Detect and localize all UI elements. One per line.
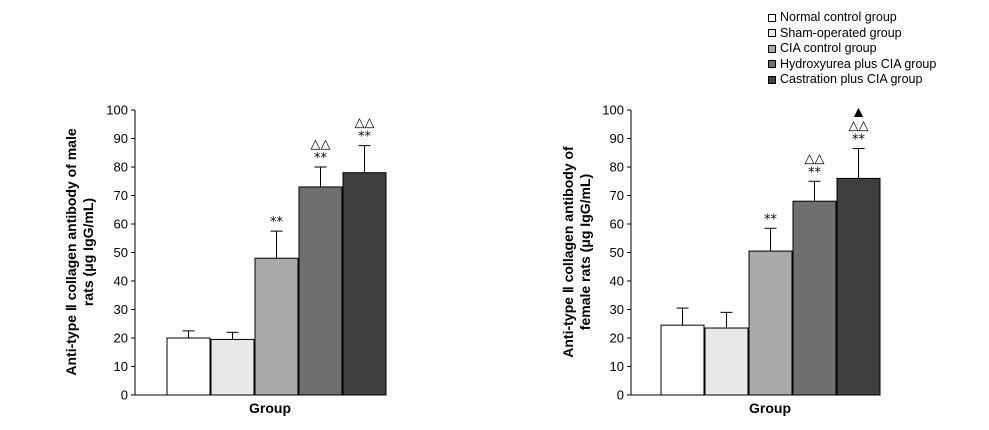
y-tick-label: 70 xyxy=(610,188,624,203)
y-tick-label: 0 xyxy=(121,388,128,403)
y-axis-label-line1: Anti-type Ⅱ collagen antibody of male xyxy=(63,128,79,375)
bar xyxy=(792,200,837,396)
significance-label: △△ xyxy=(355,116,375,131)
y-tick-label: 50 xyxy=(114,245,128,260)
chart-1: 0 10 20 30 40 50 60 70 80 90 100 Anti-type Ⅱ collag… xyxy=(63,103,387,416)
y-tick-label: 100 xyxy=(602,103,624,118)
bar xyxy=(254,257,299,396)
bar xyxy=(836,177,881,396)
bar xyxy=(166,337,211,396)
y-tick-label: 30 xyxy=(610,302,624,317)
y-tick-label: 10 xyxy=(114,359,128,374)
legend-label: Normal control group xyxy=(780,10,897,24)
legend-item: Normal control group xyxy=(768,10,936,26)
y-tick-label: 90 xyxy=(114,131,128,146)
legend: Normal control group Sham-operated group… xyxy=(768,10,936,88)
significance-label: △△ xyxy=(849,118,869,133)
y-tick-label: 0 xyxy=(617,388,624,403)
y-tick-label: 40 xyxy=(610,274,624,289)
x-axis-label: Group xyxy=(749,400,791,416)
significance-label: ** xyxy=(764,212,778,227)
legend-swatch xyxy=(768,75,776,84)
y-tick-label: 80 xyxy=(610,160,624,175)
legend-label: Castration plus CIA group xyxy=(780,72,923,86)
y-tick-label: 60 xyxy=(114,217,128,232)
significance-label: ** xyxy=(852,132,866,147)
legend-swatch xyxy=(768,44,776,53)
bar xyxy=(660,324,705,396)
legend-item: Hydroxyurea plus CIA group xyxy=(768,57,936,73)
y-tick-label: 60 xyxy=(610,217,624,232)
legend-item: Sham-operated group xyxy=(768,26,936,42)
legend-swatch xyxy=(768,13,776,22)
y-tick-label: 40 xyxy=(114,274,128,289)
legend-item: Castration plus CIA group xyxy=(768,72,936,88)
legend-label: Sham-operated group xyxy=(780,25,902,40)
legend-swatch xyxy=(768,29,776,38)
legend-item: CIA control group xyxy=(768,41,936,57)
y-tick-label: 30 xyxy=(114,302,128,317)
significance-label: ▲ xyxy=(854,104,864,118)
bar xyxy=(704,327,749,396)
chart-2: 0 10 20 30 40 50 60 70 80 90 100 Anti-type Ⅱ collag… xyxy=(560,103,881,416)
significance-label: ** xyxy=(270,215,284,230)
y-tick-label: 100 xyxy=(106,103,128,118)
y-tick-label: 70 xyxy=(114,188,128,203)
bar xyxy=(298,186,343,396)
bar xyxy=(210,338,255,396)
x-axis-label: Group xyxy=(249,400,291,416)
y-tick-label: 80 xyxy=(114,160,128,175)
legend-label: CIA control group xyxy=(780,41,877,55)
bar xyxy=(748,250,793,396)
y-tick-label: 20 xyxy=(114,331,128,346)
bar xyxy=(342,172,387,396)
significance-label: △△ xyxy=(311,137,331,152)
y-axis-label-line1: Anti-type Ⅱ collagen antibody of xyxy=(560,146,576,358)
y-tick-label: 50 xyxy=(610,245,624,260)
significance-label: ** xyxy=(358,130,372,145)
significance-label: ** xyxy=(314,151,328,166)
legend-swatch xyxy=(768,60,776,69)
y-tick-label: 20 xyxy=(610,331,624,346)
y-axis-label-line2: rats (μg IgG/mL) xyxy=(80,198,96,306)
y-axis-label-line2: female rats (μg IgG/mL) xyxy=(577,174,593,330)
legend-label: Hydroxyurea plus CIA group xyxy=(780,56,937,71)
significance-label: △△ xyxy=(805,151,825,166)
y-tick-label: 10 xyxy=(610,359,624,374)
y-tick-label: 90 xyxy=(610,131,624,146)
significance-label: ** xyxy=(808,165,822,180)
